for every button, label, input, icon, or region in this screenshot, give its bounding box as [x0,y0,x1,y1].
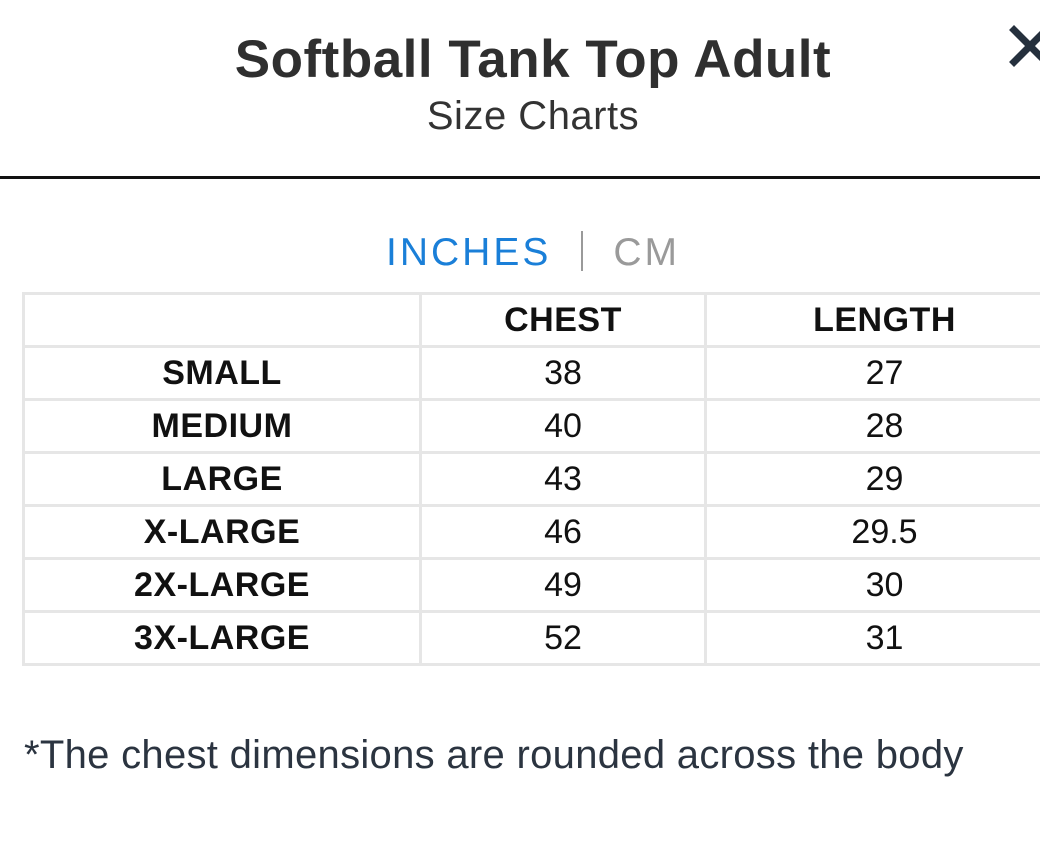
chest-cell: 49 [419,557,707,613]
close-icon [1009,25,1040,67]
size-cell: X-LARGE [22,504,422,560]
chest-cell: 52 [419,610,707,666]
column-header-length: LENGTH [704,292,1040,348]
table-row: X-LARGE 46 29.5 [22,504,1040,560]
table-row: SMALL 38 27 [22,345,1040,401]
size-cell: 2X-LARGE [22,557,422,613]
table-row: MEDIUM 40 28 [22,398,1040,454]
size-chart-table: CHEST LENGTH SMALL 38 27 MEDIUM 40 28 LA… [22,292,1040,666]
close-button[interactable] [1006,22,1040,70]
page-title: Softball Tank Top Adult [234,30,832,89]
size-cell: SMALL [22,345,422,401]
chest-footnote: *The chest dimensions are rounded across… [24,733,964,777]
unit-inches-tab[interactable]: INCHES [385,231,552,274]
length-cell: 29.5 [704,504,1040,560]
column-header-size [22,292,422,348]
table-header-row: CHEST LENGTH [22,292,1040,348]
page-subtitle: Size Charts [426,94,640,138]
length-cell: 28 [704,398,1040,454]
length-cell: 29 [704,451,1040,507]
table-row: LARGE 43 29 [22,451,1040,507]
chest-cell: 46 [419,504,707,560]
table-row: 2X-LARGE 49 30 [22,557,1040,613]
chest-cell: 40 [419,398,707,454]
column-header-chest: CHEST [419,292,707,348]
length-cell: 27 [704,345,1040,401]
unit-cm-tab[interactable]: CM [613,231,680,274]
unit-divider [581,231,584,271]
chest-cell: 38 [419,345,707,401]
size-cell: LARGE [22,451,422,507]
table-row: 3X-LARGE 52 31 [22,610,1040,666]
unit-toggle: INCHES CM [0,228,1040,278]
modal-header: Softball Tank Top Adult Size Charts [0,0,1040,179]
length-cell: 30 [704,557,1040,613]
chest-cell: 43 [419,451,707,507]
size-cell: MEDIUM [22,398,422,454]
size-cell: 3X-LARGE [22,610,422,666]
length-cell: 31 [704,610,1040,666]
